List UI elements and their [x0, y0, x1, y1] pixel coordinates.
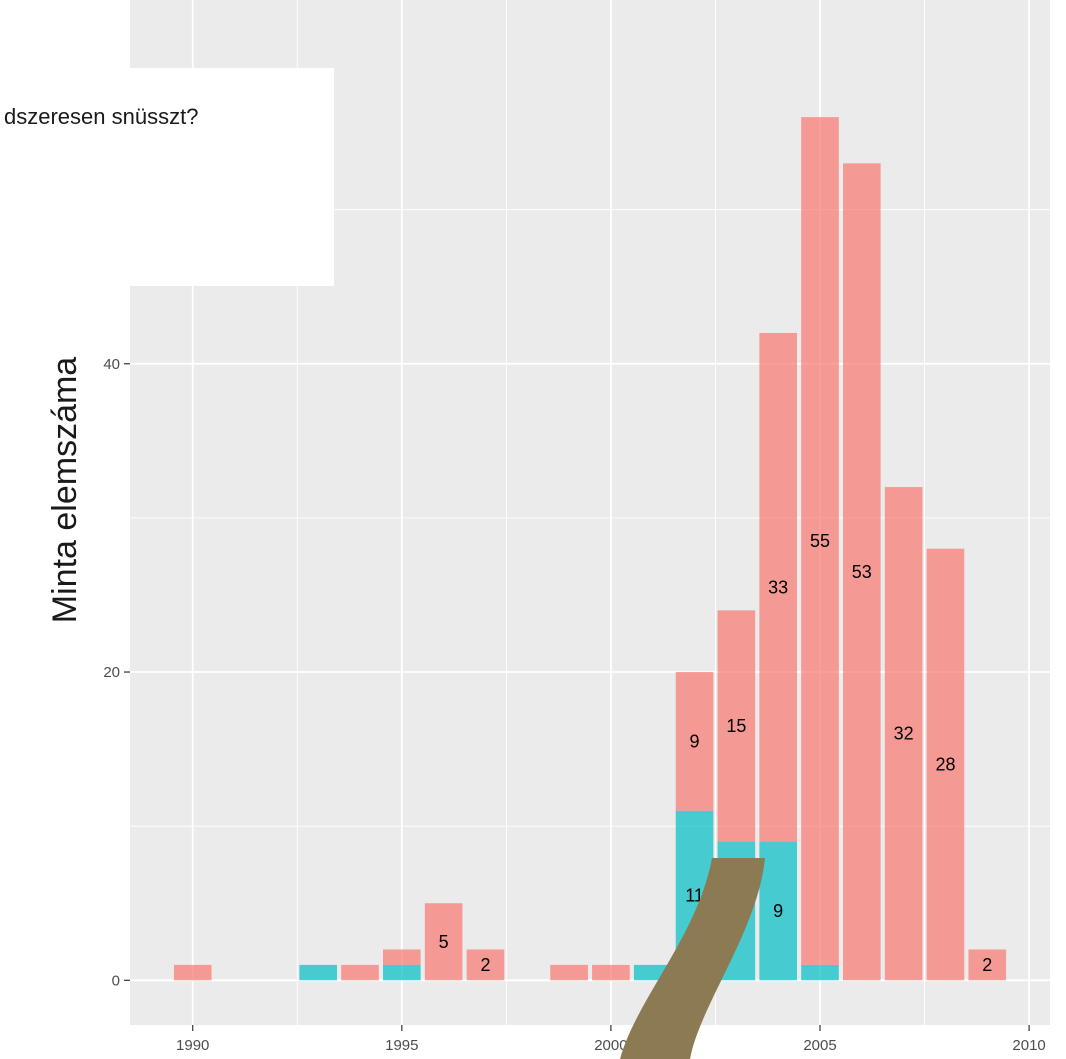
bar-segment: [759, 841, 797, 981]
bar-value-label: 11: [685, 886, 704, 906]
legend-title: dszeresen snüsszt?: [4, 104, 198, 129]
bar-segment: [843, 163, 881, 981]
bar-segment: [884, 487, 923, 981]
y-tick-label: 20: [103, 664, 120, 681]
bar-value-label: 2: [982, 955, 992, 975]
bar-segment: [424, 903, 463, 981]
bar-value-label: 28: [935, 755, 955, 775]
bar-segment: [341, 964, 379, 981]
svg-text:Minta elemszáma: Minta elemszáma: [46, 357, 84, 624]
bar-value-label: 33: [768, 577, 788, 597]
bar-value-label: 55: [810, 531, 830, 551]
bar-value-label: 9: [773, 901, 783, 921]
bar-segment: [299, 964, 337, 981]
bar-value-label: 9: [690, 731, 700, 751]
overlay-arrow-shape: [620, 858, 765, 1059]
x-tick-label: 1990: [176, 1037, 209, 1054]
y-tick-label: 40: [103, 356, 120, 373]
bar-segment: [466, 949, 505, 981]
bar-segment: [801, 117, 839, 965]
y-tick-label: 0: [112, 972, 120, 989]
bar-value-label: 2: [480, 955, 490, 975]
x-tick-label: 2005: [803, 1037, 836, 1054]
bar-segment: [383, 949, 421, 965]
bar-segment: [759, 332, 797, 842]
bar-segment: [717, 610, 756, 842]
legend-box: dszeresen snüsszt?: [0, 68, 334, 286]
bar-value-label: 5: [439, 932, 449, 952]
bar-value-label: 15: [726, 716, 746, 736]
bar-segment: [550, 964, 588, 981]
x-tick-label: 2010: [1012, 1037, 1045, 1054]
bar-value-label: 32: [894, 724, 914, 744]
bar-segment: [968, 949, 1007, 981]
x-tick-label: 2000: [594, 1037, 627, 1054]
y-axis-title: Minta elemszáma: [46, 357, 84, 624]
bar-segment: [926, 548, 965, 981]
bar-segment: [173, 964, 212, 981]
bar-segment: [592, 964, 630, 981]
axes: 1990 1995 2000 2005 2010 0 20 40: [103, 356, 1045, 1054]
bar-value-label: 53: [852, 562, 872, 582]
bar-segment: [801, 964, 839, 981]
bar-segment: [383, 964, 421, 981]
bar-value-labels: 52119915933555332282: [439, 531, 993, 975]
bar-segment: [675, 672, 714, 811]
x-tick-label: 1995: [385, 1037, 418, 1054]
